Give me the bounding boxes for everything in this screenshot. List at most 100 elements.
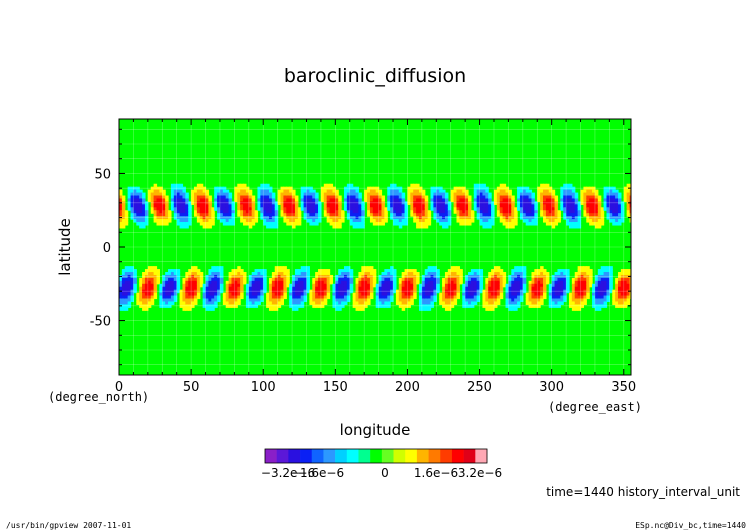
field-cell: [150, 292, 155, 297]
field-cell: [199, 207, 204, 211]
field-cell: [121, 286, 126, 291]
field-cell: [300, 207, 305, 211]
field-cell: [346, 204, 351, 208]
field-cell: [217, 280, 221, 285]
field-cell: [176, 210, 181, 214]
field-cell: [222, 192, 227, 197]
field-cell: [563, 204, 567, 208]
field-cell: [568, 224, 573, 229]
field-cell: [413, 277, 417, 282]
field-cell: [594, 207, 599, 211]
field-cell: [545, 204, 550, 208]
field-cell: [600, 213, 605, 217]
field-cell: [534, 274, 538, 279]
field-cell: [609, 272, 613, 276]
field-cell: [245, 286, 250, 291]
field-cell: [268, 195, 273, 200]
field-cell: [228, 210, 233, 214]
field-cell: [511, 295, 515, 300]
field-cell: [219, 210, 224, 214]
field-cell: [217, 295, 221, 300]
field-cell: [543, 198, 547, 202]
field-cell: [222, 189, 227, 194]
field-cell: [361, 277, 365, 282]
field-cell: [545, 210, 550, 214]
field-cell: [283, 280, 287, 285]
field-cell: [231, 304, 235, 308]
field-cell: [615, 280, 619, 285]
field-cell: [243, 201, 247, 205]
field-cell: [332, 210, 336, 214]
field-cell: [459, 280, 463, 285]
field-cell: [571, 198, 576, 202]
field-cell: [196, 286, 201, 291]
field-cell: [159, 221, 163, 226]
field-cell: [600, 277, 605, 282]
field-cell: [540, 192, 544, 197]
field-cell: [401, 192, 406, 197]
field-cell: [341, 295, 345, 300]
field-cell: [338, 224, 342, 229]
field-cell: [496, 186, 501, 191]
field-cell: [369, 283, 374, 288]
field-cell: [398, 292, 403, 297]
field-cell: [306, 280, 310, 285]
field-cell: [211, 283, 215, 288]
field-cell: [159, 298, 163, 303]
field-cell: [315, 298, 319, 303]
field-cell: [271, 283, 276, 288]
field-cell: [442, 298, 446, 303]
field-cell: [566, 274, 570, 279]
field-cell: [540, 213, 544, 217]
field-cell: [338, 277, 342, 282]
field-cell: [271, 213, 276, 217]
field-cell: [263, 201, 267, 205]
field-cell: [329, 277, 334, 282]
field-cell: [418, 210, 423, 214]
field-cell: [488, 195, 492, 200]
field-cell: [439, 216, 443, 220]
field-cell: [577, 280, 582, 285]
field-cell: [182, 210, 186, 214]
field-cell: [568, 219, 573, 223]
field-cell: [332, 189, 336, 194]
field-cell: [381, 280, 385, 285]
field-cell: [142, 292, 146, 297]
field-cell: [173, 216, 178, 220]
field-cell: [398, 201, 403, 205]
field-cell: [375, 210, 380, 214]
field-cell: [142, 213, 146, 217]
field-cell: [508, 204, 512, 208]
field-cell: [436, 192, 440, 197]
field-cell: [194, 272, 198, 276]
field-cell: [303, 192, 308, 197]
field-cell: [121, 277, 126, 282]
field-cell: [511, 216, 515, 220]
field-cell: [586, 192, 590, 197]
field-cell: [540, 295, 544, 300]
field-cell: [623, 298, 628, 303]
field-cell: [156, 216, 160, 220]
field-cell: [372, 204, 377, 208]
field-cell: [147, 266, 152, 270]
field-cell: [292, 201, 296, 205]
field-cell: [162, 210, 166, 214]
field-cell: [173, 295, 178, 300]
field-cell: [364, 289, 368, 294]
field-cell: [418, 198, 423, 202]
field-cell: [566, 272, 570, 276]
field-cell: [237, 195, 241, 200]
field-cell: [361, 219, 365, 223]
field-cell: [470, 274, 475, 279]
field-cell: [485, 213, 489, 217]
field-cell: [398, 289, 403, 294]
field-cell: [468, 204, 472, 208]
field-cell: [398, 301, 403, 305]
field-cell: [583, 213, 587, 217]
field-cell: [594, 304, 599, 308]
field-cell: [188, 213, 192, 217]
field-cell: [557, 301, 561, 305]
field-cell: [609, 192, 613, 197]
field-cell: [266, 198, 270, 202]
field-cell: [361, 286, 365, 291]
